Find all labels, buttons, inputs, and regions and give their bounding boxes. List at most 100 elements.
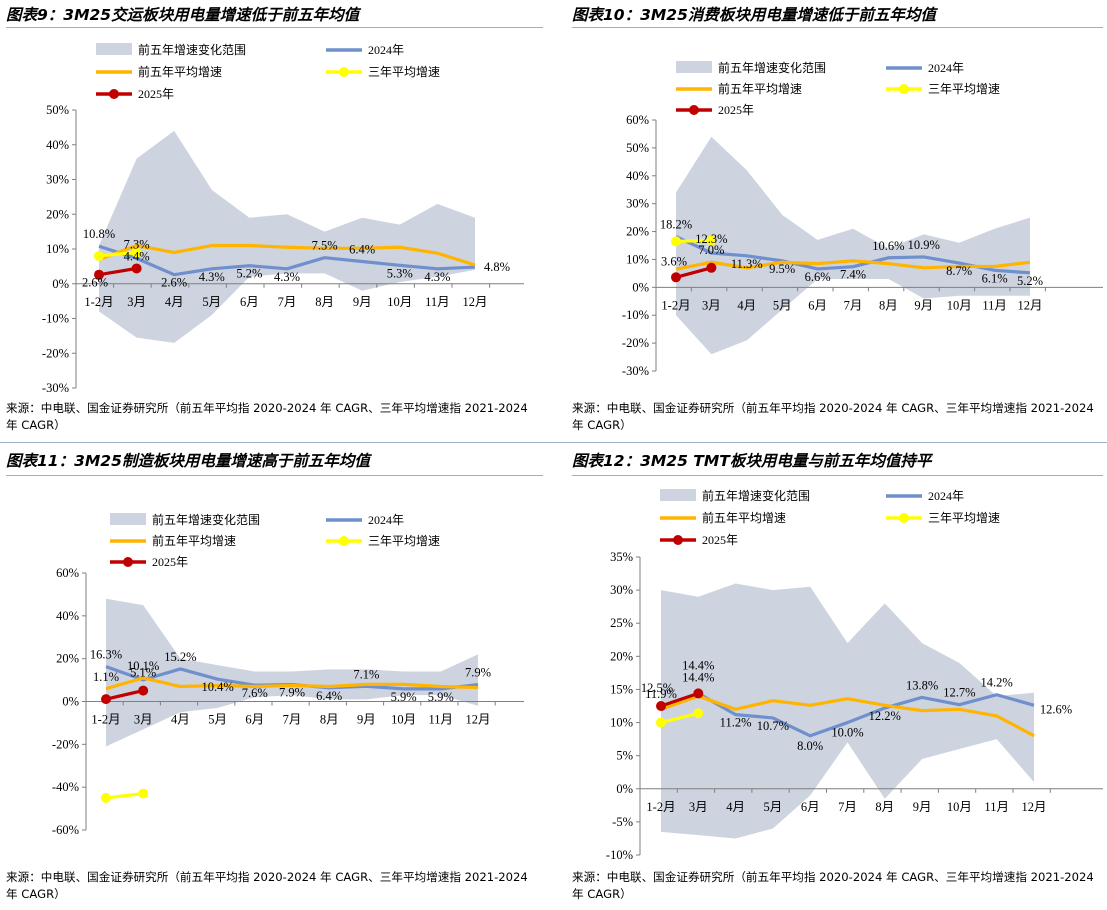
data-label-y2024: 7.9% (465, 666, 491, 680)
x-tick-label: 1-2月 (84, 295, 113, 309)
data-label-y2024: 16.3% (90, 648, 122, 662)
y-tick-label: 10% (626, 252, 649, 266)
x-tick-label: 1-2月 (91, 713, 120, 727)
x-tick-label: 8月 (875, 800, 894, 814)
data-label-y2024: 7.3% (124, 237, 150, 251)
x-tick-label: 7月 (838, 800, 857, 814)
data-label-y2024: 6.6% (805, 270, 831, 284)
x-tick-label: 8月 (320, 713, 339, 727)
chart-10: -30% -20% -10% 0% 10% 20% 30% 40% 50% 60% 1-2月 3月 4月… (622, 60, 1103, 378)
legend-label-avg3: 三年平均增速 (928, 82, 1000, 96)
panel-title: 图表9：3M25交运板块用电量增速低于前五年均值 (6, 6, 360, 24)
data-label-y2024: 14.4% (682, 670, 714, 684)
series-point-y2025 (101, 694, 111, 705)
data-label-y2024: 7.1% (353, 667, 379, 681)
y-tick-label: 0% (632, 280, 649, 294)
series-line-avg5 (675, 259, 1031, 271)
legend-label-2025: 2025年 (138, 87, 174, 101)
series-line-y2025 (660, 691, 699, 708)
data-label-y2024: 11.3% (731, 257, 763, 271)
x-tick-label: 9月 (914, 298, 933, 312)
source-note: 来源：中电联、国金证券研究所（前五年平均指 2020-2024 年 CAGR、三… (572, 401, 1094, 432)
data-label-y2024: 10.9% (908, 238, 940, 252)
y-tick-label: -30% (42, 381, 69, 395)
x-tick-label: 1-2月 (661, 298, 690, 312)
y-tick-label: -10% (622, 308, 649, 322)
x-tick-label: 6月 (801, 800, 820, 814)
data-label-y2025: 1.1% (93, 670, 119, 684)
data-label-y2024: 12.2% (869, 709, 901, 723)
panel-chart-11: 图表11：3M25制造板块用电量增速高于前五年均值 -60% -40% -20% 0%… (6, 448, 543, 910)
series-point-y2025 (706, 262, 717, 273)
legend-label-band: 前五年增速变化范围 (702, 488, 810, 503)
legend-marker-2025 (109, 89, 119, 99)
series-line-y2024 (660, 691, 1035, 738)
data-label-y2024: 12.6% (1040, 702, 1072, 716)
data-label-y2024: 7.9% (279, 686, 305, 700)
series-line-avg3 (105, 792, 144, 800)
series-line-avg3 (660, 711, 699, 725)
series-point-y2025 (693, 688, 704, 699)
x-tick-label: 3月 (689, 800, 708, 814)
x-tick-label: 8月 (315, 295, 334, 309)
panel-title: 图表10：3M25消费板块用电量增速低于前五年均值 (572, 6, 936, 24)
panel-title: 图表11：3M25制造板块用电量增速高于前五年均值 (6, 452, 370, 470)
data-label-y2025: 12.5% (641, 681, 673, 695)
series-point-y2025 (656, 701, 666, 711)
x-tick-label: 10月 (391, 713, 416, 727)
x-tick-label: 10月 (947, 800, 972, 814)
y-tick-label: -10% (606, 848, 633, 862)
legend-label-avg5: 前五年平均增速 (152, 533, 236, 548)
y-tick-label: -20% (52, 737, 79, 751)
source-note: 来源：中电联、国金证券研究所（前五年平均指 2020-2024 年 CAGR、三… (6, 870, 528, 901)
y-tick-label: 5% (616, 749, 633, 763)
source-note: 来源：中电联、国金证券研究所（前五年平均指 2020-2024 年 CAGR、三… (572, 870, 1094, 901)
range-band (676, 136, 1030, 355)
x-tick-label: 12月 (1021, 800, 1046, 814)
row-divider (0, 442, 1107, 443)
legend-marker-avg3 (899, 84, 909, 94)
data-label-y2024: 10.7% (757, 719, 789, 733)
legend-marker-2025 (673, 535, 683, 545)
x-tick-label: 8月 (879, 298, 898, 312)
x-tick-label: 3月 (127, 295, 146, 309)
y-tick-label: -40% (52, 780, 79, 794)
series-line-avg5 (105, 676, 479, 691)
series-point-y2025 (131, 263, 142, 274)
legend-marker-avg3 (339, 67, 349, 77)
y-tick-label: 15% (610, 682, 633, 696)
x-tick-label: 12月 (1017, 298, 1042, 312)
x-tick-label: 5月 (202, 295, 221, 309)
series-line-avg5 (98, 243, 476, 267)
data-label-y2024: 12.3% (695, 232, 727, 246)
source-note: 来源：中电联、国金证券研究所（前五年平均指 2020-2024 年 CAGR、三… (6, 401, 528, 432)
x-tick-label: 5月 (764, 800, 783, 814)
y-tick-label: 35% (610, 550, 633, 564)
series-line-avg5 (660, 694, 1035, 738)
data-label-y2024: 14.2% (981, 676, 1013, 690)
legend-label-2024: 2024年 (928, 489, 964, 503)
x-tick-label: 1-2月 (646, 800, 675, 814)
data-label-y2024: 9.5% (769, 262, 795, 276)
y-tick-label: 0% (52, 277, 69, 291)
legend-label-2025: 2025年 (718, 103, 754, 117)
y-tick-label: 40% (626, 169, 649, 183)
x-tick-label: 3月 (134, 713, 153, 727)
x-tick-label: 7月 (844, 298, 863, 312)
data-label-y2024: 8.0% (797, 739, 823, 753)
data-label-y2024: 12.7% (943, 686, 975, 700)
y-tick-label: 30% (626, 197, 649, 211)
legend-swatch-band (96, 43, 132, 55)
x-tick-label: 6月 (240, 295, 259, 309)
series-line-y2025 (98, 266, 137, 277)
y-tick-label: 25% (610, 616, 633, 630)
legend-label-band: 前五年增速变化范围 (138, 42, 246, 57)
data-label-y2024: 10.1% (127, 659, 159, 673)
y-tick-label: 10% (610, 716, 633, 730)
series-point-avg3 (656, 717, 666, 728)
y-tick-label: 50% (626, 141, 649, 155)
y-tick-label: 60% (626, 113, 649, 127)
data-label-y2024: 7.4% (840, 268, 866, 282)
